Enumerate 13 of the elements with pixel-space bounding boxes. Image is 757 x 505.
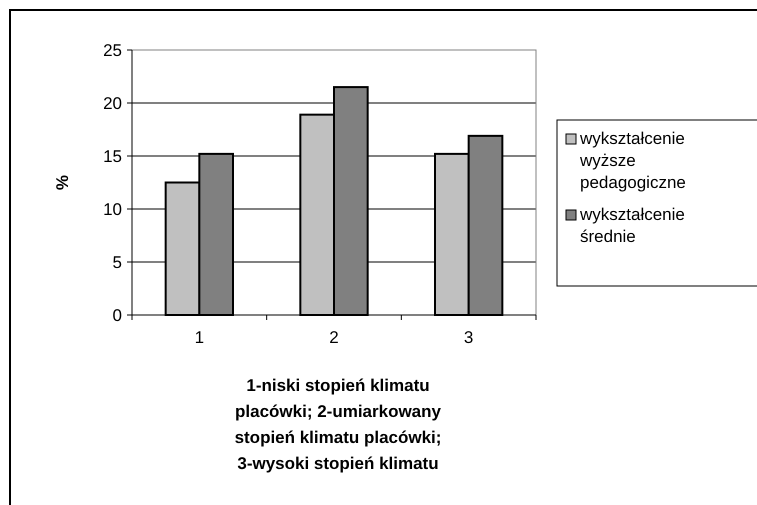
x-axis-title: 1-niski stopień klimatu placówki; 2-umiarkowany stopień klimatu placówki; 3-wysoki stopień klimatu [234, 376, 442, 473]
y-tick-label: 20 [103, 94, 122, 113]
legend-label: wykształcenie średnie [579, 205, 685, 246]
y-tick-label: 15 [103, 146, 122, 166]
x-tick-label: 2 [329, 328, 339, 347]
y-tick-label: 5 [112, 252, 122, 272]
legend-label: wykształcenie wyższe pedagogiczne [579, 129, 686, 192]
y-tick-label: 10 [103, 200, 122, 219]
y-axis-title: % [52, 174, 72, 190]
x-tick-label: 3 [464, 328, 474, 347]
y-tick-label: 25 [103, 40, 122, 60]
y-tick-label: 0 [112, 306, 122, 325]
x-tick-label: 1 [194, 328, 204, 347]
